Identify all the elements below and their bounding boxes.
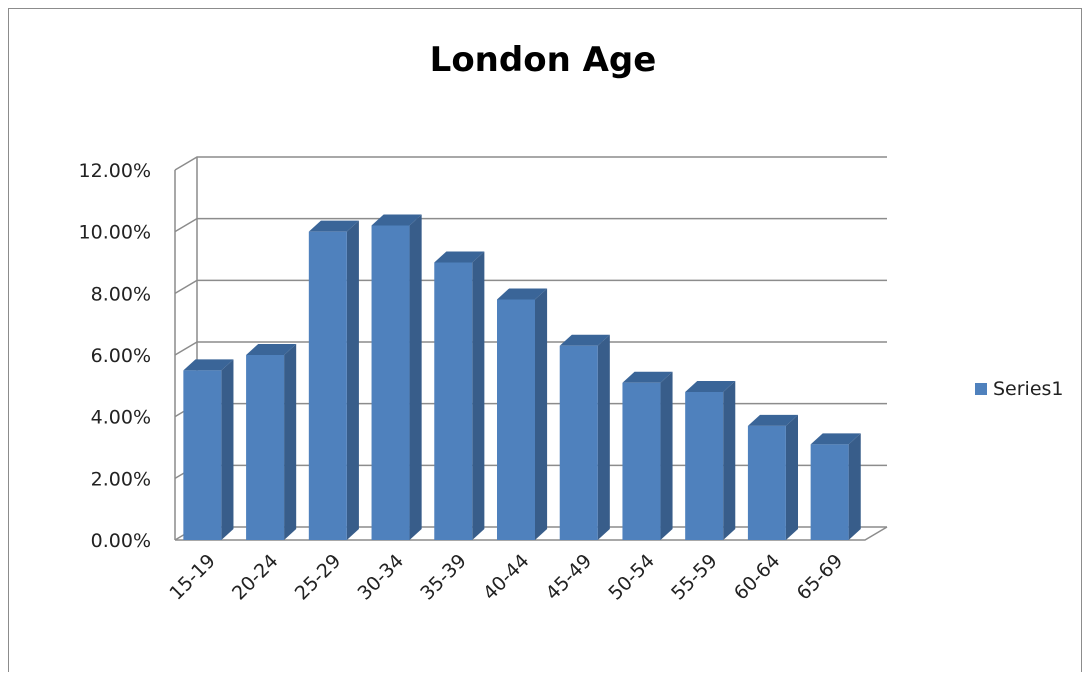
bar-side <box>660 371 673 540</box>
bar-top <box>559 334 610 346</box>
x-axis: 15-19 20-24 25-29 30-34 35-39 40-44 45-49 50-54… <box>165 550 847 605</box>
chart-title: London Age <box>429 40 657 80</box>
bar-top <box>622 371 673 383</box>
bar-front <box>308 231 347 540</box>
bars <box>183 214 861 540</box>
y-tick-label: 4.00% <box>91 407 151 429</box>
bar-front <box>434 262 473 540</box>
x-tick-label: 60-64 <box>730 550 785 605</box>
bar-side <box>472 251 485 540</box>
x-tick-label: 40-44 <box>479 550 534 605</box>
x-tick-label: 55-59 <box>667 550 722 605</box>
legend-label-series1: Series1 <box>993 378 1064 400</box>
gridline <box>174 217 887 233</box>
bar-45-49 <box>559 334 610 540</box>
x-tick-label: 20-24 <box>228 550 283 605</box>
bar-25-29 <box>308 220 359 540</box>
x-tick-label: 30-34 <box>353 550 408 605</box>
bar-front <box>747 425 786 540</box>
bar-15-19 <box>183 359 234 540</box>
y-tick-label: 0.00% <box>91 530 151 552</box>
y-tick-label: 2.00% <box>91 468 151 490</box>
bar-front <box>371 225 410 540</box>
bar-top <box>434 251 485 263</box>
bar-side <box>346 220 359 540</box>
bar-top <box>371 214 422 226</box>
bar-side <box>848 433 861 540</box>
bar-top <box>747 414 799 426</box>
bar-40-44 <box>497 288 548 540</box>
bar-55-59 <box>685 380 736 540</box>
x-tick-label: 50-54 <box>604 550 659 605</box>
bar-30-34 <box>371 214 422 540</box>
bar-top <box>183 359 234 371</box>
bar-60-64 <box>747 414 799 540</box>
legend: Series1 <box>975 378 1064 400</box>
x-tick-label: 35-39 <box>416 550 471 605</box>
bar-front <box>559 345 598 540</box>
legend-swatch-series1 <box>975 383 987 395</box>
bar-front <box>622 382 661 540</box>
x-tick-label: 65-69 <box>793 550 848 605</box>
bar-side <box>597 334 610 540</box>
y-axis: 0.00% 2.00% 4.00% 6.00% 8.00% 10.00% 12.00% <box>79 157 888 552</box>
bar-front <box>183 370 222 540</box>
y-tick-label: 10.00% <box>79 222 151 244</box>
bar-top <box>810 433 861 445</box>
bar-side <box>723 380 736 540</box>
bar-top <box>497 288 548 300</box>
gridline <box>174 156 887 171</box>
y-tick-label: 6.00% <box>91 345 151 367</box>
bar-side <box>284 343 297 540</box>
bar-front <box>685 392 724 540</box>
bar-front <box>810 444 849 540</box>
bar-20-24 <box>246 343 297 540</box>
bar-top <box>246 343 297 355</box>
y-tick-label: 12.00% <box>79 160 151 182</box>
bar-side <box>409 214 422 540</box>
bar-50-54 <box>622 371 673 540</box>
bar-side <box>785 414 799 540</box>
bar-side <box>535 288 548 540</box>
x-tick-label: 15-19 <box>165 550 220 605</box>
bar-front <box>497 299 535 540</box>
x-tick-label: 25-29 <box>291 550 346 605</box>
bar-side <box>221 359 234 540</box>
bar-top <box>685 380 736 392</box>
chart-frame <box>8 8 1082 672</box>
x-tick-label: 45-49 <box>542 550 597 605</box>
y-tick-label: 8.00% <box>91 283 151 305</box>
bar-35-39 <box>434 251 485 540</box>
bar-65-69 <box>810 433 861 540</box>
bar-front <box>246 355 285 540</box>
bar-top <box>308 220 359 232</box>
